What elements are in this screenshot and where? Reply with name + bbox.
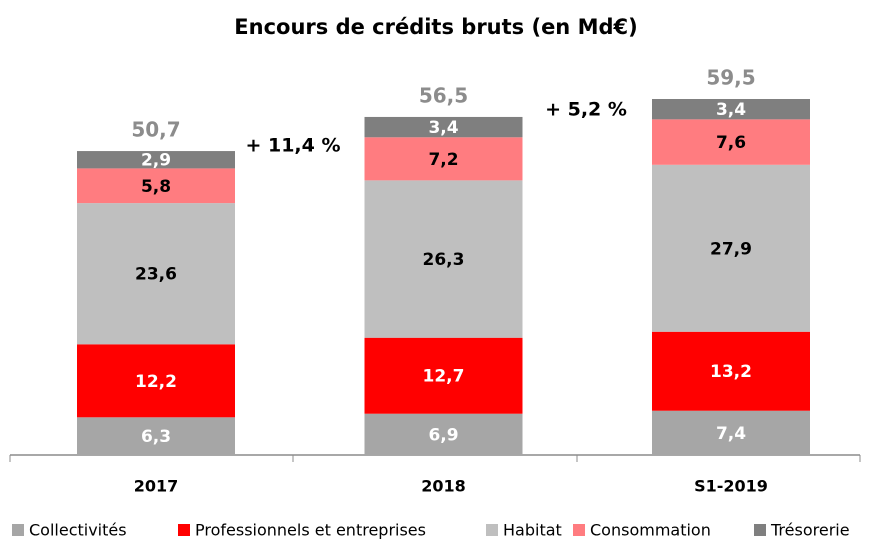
total-label: 59,5 — [706, 66, 755, 90]
bar-segment — [77, 344, 235, 418]
bar-segment — [652, 410, 810, 455]
bar-segment — [77, 417, 235, 455]
bar-segment — [652, 331, 810, 411]
bar-segment — [652, 119, 810, 165]
value-label: 7,4 — [716, 424, 746, 444]
value-label: 6,9 — [428, 425, 458, 445]
value-label: 2,9 — [141, 151, 171, 171]
value-label: 3,4 — [428, 118, 458, 138]
value-label: 7,2 — [428, 150, 458, 170]
legend-swatch — [178, 524, 190, 536]
x-tick-label: 2018 — [421, 477, 466, 496]
bar-segment — [364, 413, 523, 455]
bar-segment — [364, 116, 523, 138]
legend-label: Trésorerie — [770, 521, 850, 540]
bar-segment — [77, 168, 235, 204]
annotation: + 5,2 % — [545, 99, 627, 121]
bar-segment — [652, 99, 810, 120]
value-label: 5,8 — [141, 177, 171, 197]
value-label: 12,7 — [423, 367, 465, 387]
annotation: + 11,4 % — [245, 135, 340, 157]
chart-title: Encours de crédits bruts (en Md€) — [234, 15, 637, 39]
legend-swatch — [573, 524, 585, 536]
bar-segment — [652, 164, 810, 332]
legend-label: Professionnels et entreprises — [195, 521, 426, 540]
legend-swatch — [486, 524, 498, 536]
bar-segment — [77, 151, 235, 169]
bar-segment — [364, 337, 523, 414]
x-tick-label: 2017 — [134, 477, 179, 496]
bar-segment — [364, 180, 523, 338]
x-tick-label: S1-2019 — [694, 477, 768, 496]
value-label: 3,4 — [716, 100, 746, 120]
value-label: 27,9 — [710, 239, 752, 259]
bar-segment — [364, 137, 523, 181]
legend-label: Habitat — [503, 521, 562, 540]
legend-swatch — [12, 524, 24, 536]
value-label: 23,6 — [135, 265, 177, 285]
total-label: 50,7 — [131, 118, 180, 142]
legend-label: Collectivités — [29, 521, 127, 540]
value-label: 13,2 — [710, 362, 752, 382]
legend-label: Consommation — [590, 521, 711, 540]
value-label: 7,6 — [716, 133, 746, 153]
value-label: 26,3 — [423, 250, 465, 270]
bar-segment — [77, 203, 235, 345]
value-label: 6,3 — [141, 427, 171, 447]
value-label: 12,2 — [135, 372, 177, 392]
legend-swatch — [754, 524, 766, 536]
total-label: 56,5 — [419, 83, 468, 107]
